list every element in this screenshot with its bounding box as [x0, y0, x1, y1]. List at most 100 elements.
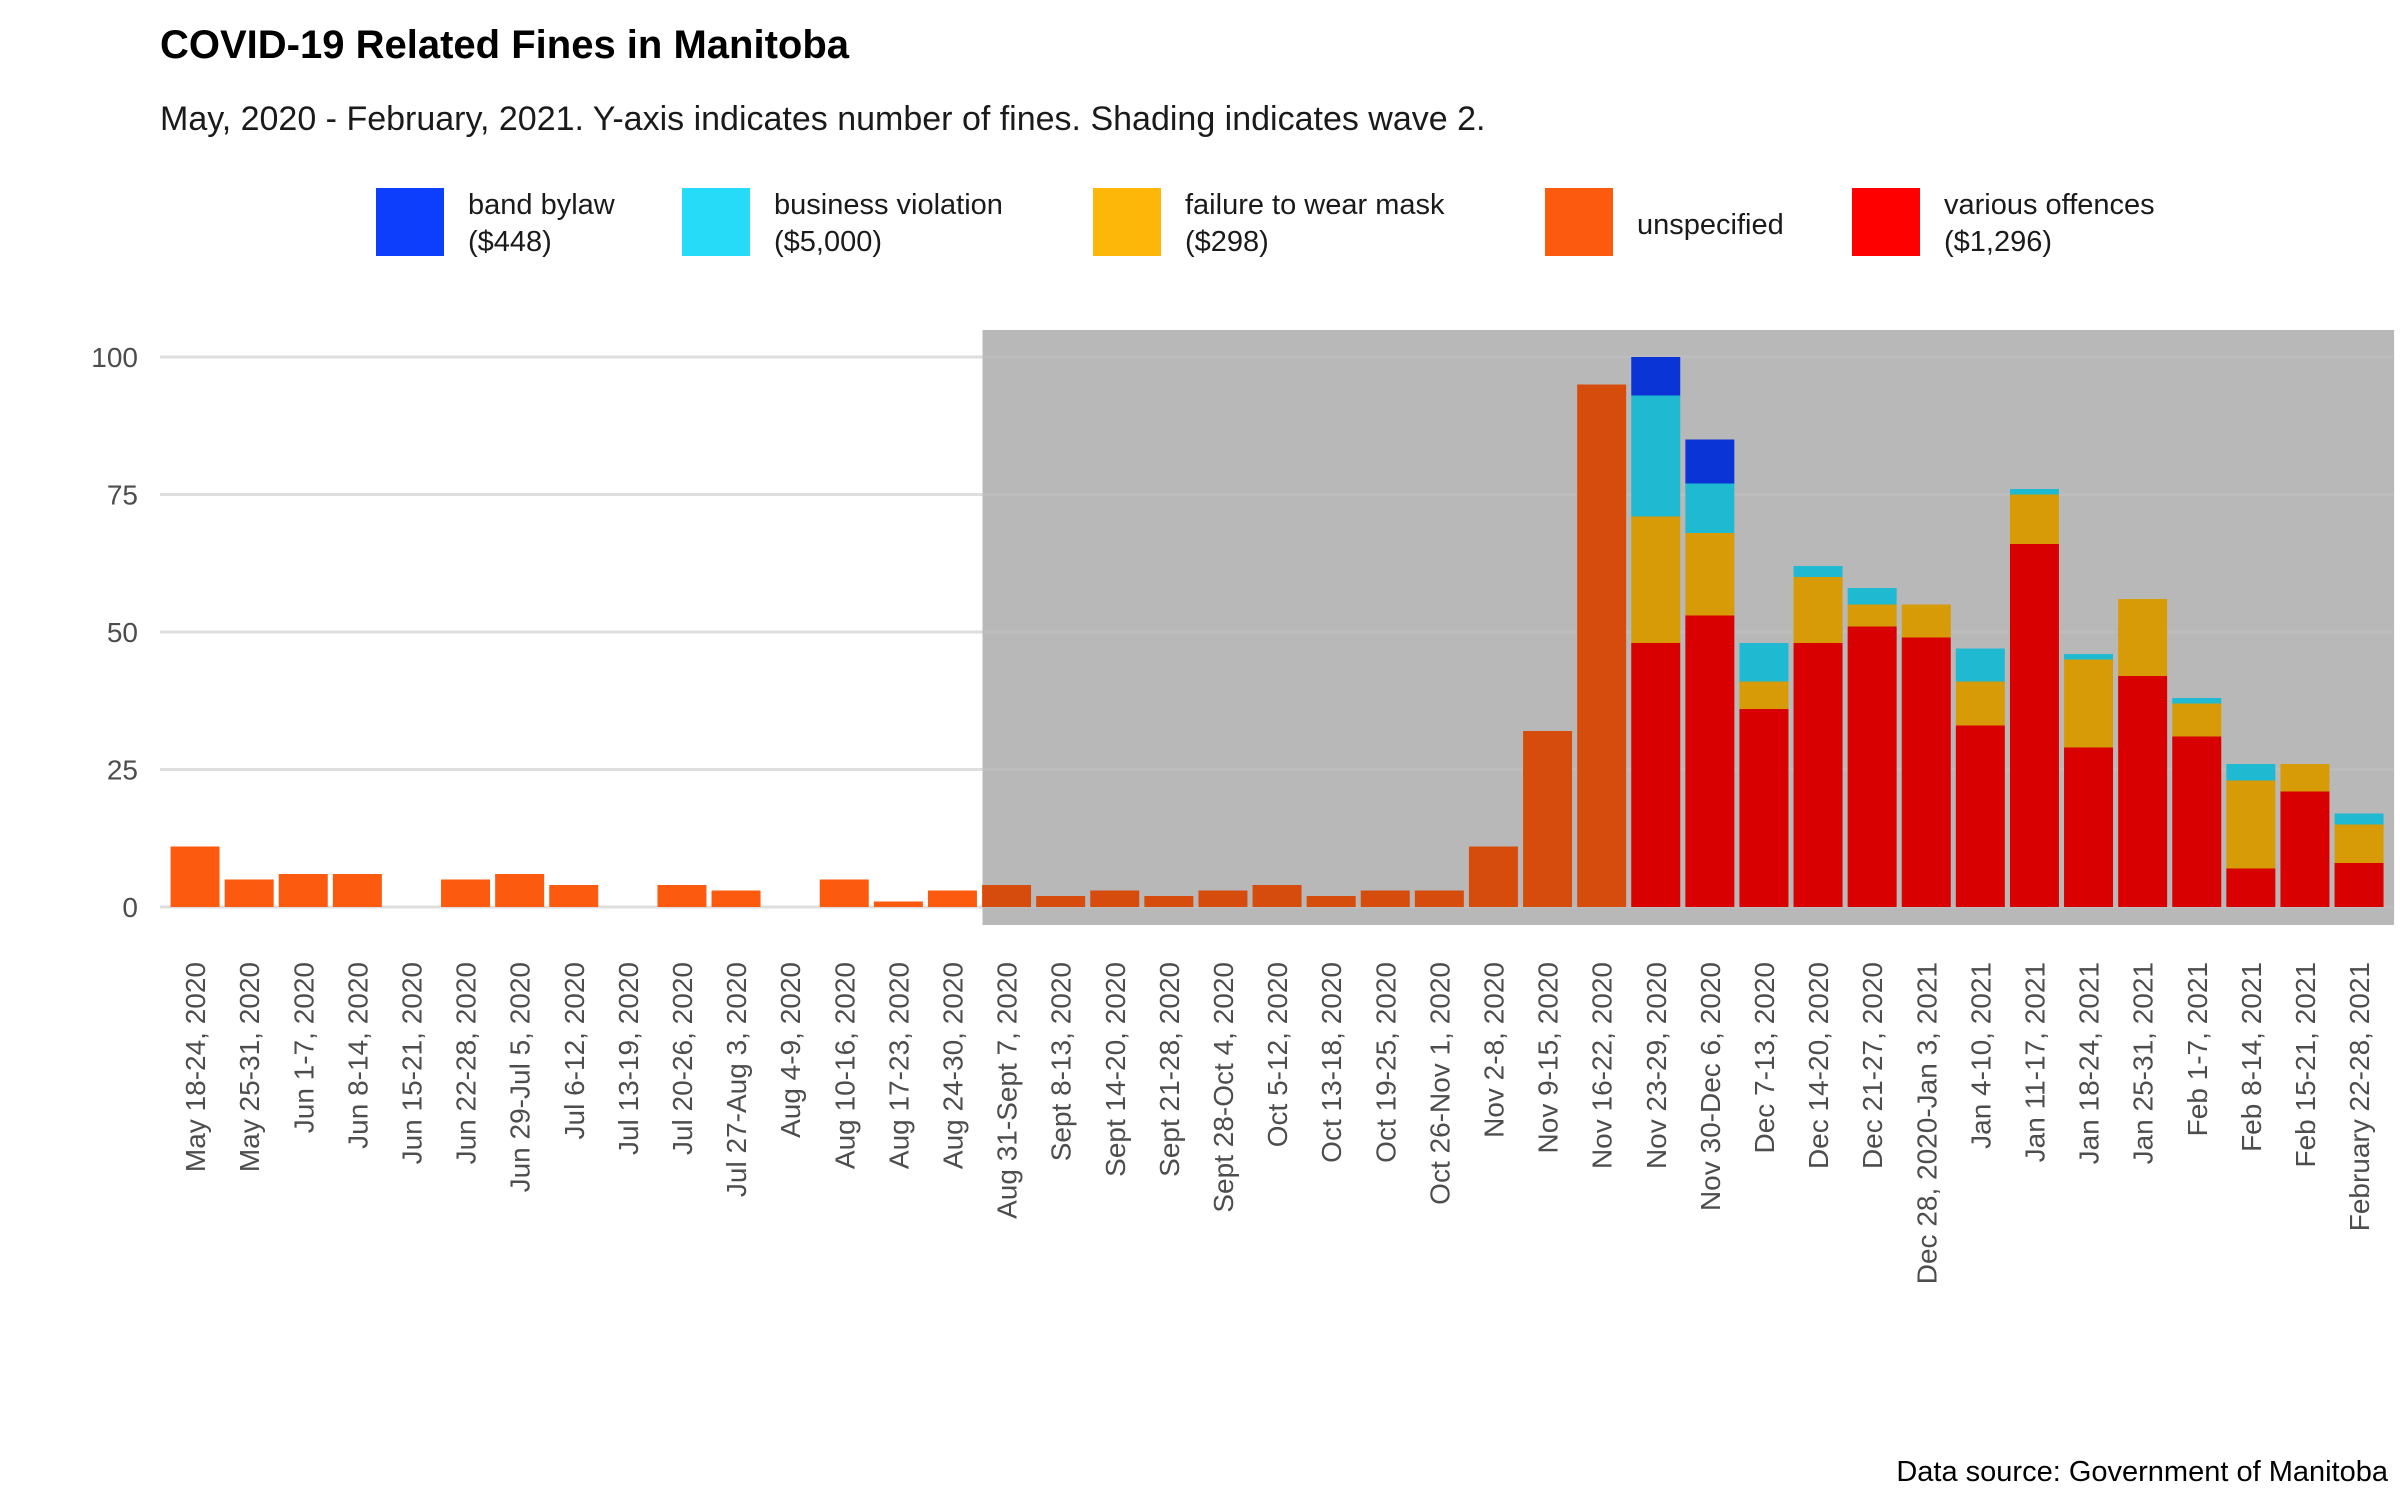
bar-business-violation [2334, 813, 2384, 825]
bar-various-offences [2064, 747, 2114, 907]
bar-various-offences [1847, 626, 1897, 907]
legend-label: band bylaw [468, 189, 616, 221]
bar-various-offences [1955, 725, 2005, 907]
bars [170, 357, 2384, 907]
bar-unspecified [1144, 896, 1194, 907]
bar-business-violation [1955, 648, 2005, 682]
x-tick-label: Nov 30-Dec 6, 2020 [1695, 962, 1726, 1211]
x-tick-label: February 22-28, 2021 [2344, 962, 2375, 1231]
bar-unspecified [819, 879, 869, 907]
bar-business-violation [2064, 654, 2114, 660]
y-axis: 0 25 50 75 100 [91, 342, 138, 923]
legend-item-band-bylaw: band bylaw ($448) [376, 188, 616, 258]
y-tick-label: 100 [91, 342, 138, 373]
bar-unspecified [224, 879, 274, 907]
bar-failure-to-wear-mask [2009, 494, 2059, 544]
legend-key [682, 188, 750, 256]
legend-key [1852, 188, 1920, 256]
legend-item-failure-to-wear-mask: failure to wear mask ($298) [1093, 188, 1445, 258]
x-tick-label: Oct 5-12, 2020 [1262, 962, 1293, 1147]
y-tick-label: 25 [107, 755, 138, 786]
bar-failure-to-wear-mask [1631, 516, 1681, 643]
bar-failure-to-wear-mask [1739, 681, 1789, 709]
x-tick-label: Nov 16-22, 2020 [1587, 962, 1618, 1169]
x-tick-label: Feb 15-21, 2021 [2290, 962, 2321, 1168]
x-tick-label: Aug 31-Sept 7, 2020 [992, 962, 1023, 1219]
x-tick-label: Sept 8-13, 2020 [1046, 962, 1077, 1161]
bar-failure-to-wear-mask [1847, 604, 1897, 627]
bar-unspecified [982, 885, 1032, 907]
plot-area: 0 25 50 75 100 May 18-24, 2020 May 25-31, 202… [91, 330, 2395, 1284]
bar-various-offences [1901, 637, 1951, 907]
legend-label: failure to wear mask [1185, 189, 1445, 221]
x-tick-label: Feb 8-14, 2021 [2236, 962, 2267, 1152]
legend-label: ($1,296) [1944, 226, 2052, 258]
chart-title: COVID-19 Related Fines in Manitoba [160, 23, 850, 67]
x-tick-label: Sept 21-28, 2020 [1154, 962, 1185, 1177]
bar-unspecified [495, 874, 545, 907]
bar-unspecified [1036, 896, 1086, 907]
bar-failure-to-wear-mask [2118, 599, 2168, 676]
x-tick-label: Oct 13-18, 2020 [1316, 962, 1347, 1163]
x-tick-label: Jan 4-10, 2021 [1965, 962, 1996, 1149]
legend-label: ($5,000) [774, 226, 882, 258]
x-tick-label: Nov 2-8, 2020 [1478, 962, 1509, 1138]
legend-item-unspecified: unspecified [1545, 188, 1784, 256]
legend: band bylaw ($448) business violation ($5,00… [376, 188, 2155, 258]
bar-failure-to-wear-mask [1955, 681, 2005, 726]
x-tick-label: Oct 26-Nov 1, 2020 [1424, 962, 1455, 1205]
bar-unspecified [657, 885, 707, 907]
bar-unspecified [1306, 896, 1356, 907]
x-tick-label: Jun 15-21, 2020 [396, 962, 427, 1164]
wave-2-overlay [982, 330, 2395, 925]
y-tick-label: 50 [107, 617, 138, 648]
legend-label: business violation [774, 189, 1003, 221]
x-tick-label: Jun 29-Jul 5, 2020 [505, 962, 536, 1192]
bar-unspecified [1523, 731, 1573, 907]
bar-unspecified [332, 874, 382, 907]
bar-unspecified [278, 874, 328, 907]
x-tick-label: Jul 20-26, 2020 [667, 962, 698, 1155]
x-tick-label: Jan 11-17, 2021 [2019, 962, 2050, 1162]
x-tick-label: Oct 19-25, 2020 [1370, 962, 1401, 1163]
bar-various-offences [2226, 868, 2276, 907]
chart-subtitle: May, 2020 - February, 2021. Y-axis indic… [160, 100, 1486, 138]
bar-unspecified [1252, 885, 1302, 907]
bar-failure-to-wear-mask [2172, 703, 2222, 737]
x-tick-label: Aug 10-16, 2020 [829, 962, 860, 1169]
x-tick-label: Jul 27-Aug 3, 2020 [721, 962, 752, 1197]
bar-various-offences [2334, 863, 2384, 907]
x-tick-label: Jun 8-14, 2020 [342, 962, 373, 1149]
bar-unspecified [1577, 384, 1627, 907]
bar-failure-to-wear-mask [2280, 764, 2330, 792]
legend-key [1093, 188, 1161, 256]
legend-item-business-violation: business violation ($5,000) [682, 188, 1003, 258]
x-tick-label: May 18-24, 2020 [180, 962, 211, 1172]
x-tick-label: Jan 25-31, 2021 [2128, 962, 2159, 1164]
x-tick-label: Aug 24-30, 2020 [937, 962, 968, 1169]
bar-business-violation [1793, 566, 1843, 577]
legend-key [1545, 188, 1613, 256]
bar-various-offences [1739, 709, 1789, 907]
bar-failure-to-wear-mask [1901, 604, 1951, 638]
bar-various-offences [1793, 643, 1843, 907]
bar-unspecified [1360, 890, 1410, 907]
bar-business-violation [2226, 764, 2276, 781]
bar-various-offences [2172, 736, 2222, 907]
x-tick-label: May 25-31, 2020 [234, 962, 265, 1172]
legend-label: ($448) [468, 226, 552, 258]
x-tick-label: Aug 4-9, 2020 [775, 962, 806, 1138]
bar-business-violation [1739, 643, 1789, 682]
bar-business-violation [2172, 698, 2222, 704]
x-tick-label: Sept 28-Oct 4, 2020 [1208, 962, 1239, 1213]
bar-various-offences [1631, 643, 1681, 907]
shading-overlay [982, 330, 2395, 925]
x-tick-label: Dec 28, 2020-Jan 3, 2021 [1911, 962, 1942, 1284]
bar-unspecified [1468, 846, 1518, 907]
legend-label: ($298) [1185, 226, 1269, 258]
bar-various-offences [1685, 615, 1735, 907]
x-axis: May 18-24, 2020 May 25-31, 2020 Jun 1-7, 2… [180, 962, 2375, 1284]
bar-unspecified [873, 901, 923, 907]
bar-failure-to-wear-mask [2334, 824, 2384, 863]
